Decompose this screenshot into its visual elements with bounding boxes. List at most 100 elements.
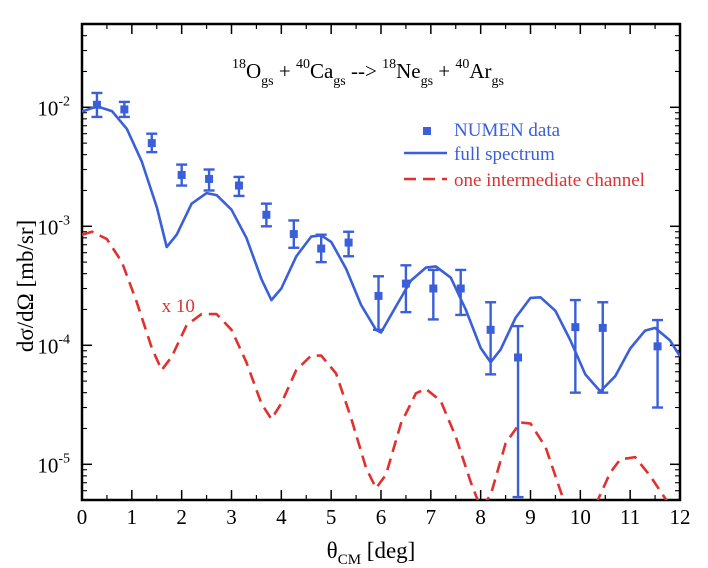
y-tick-label-base: 10 [37,215,58,239]
x-tick-label: 6 [376,505,387,529]
plot-area [80,22,682,502]
x-axis-label-unit: [deg] [361,538,415,563]
data-marker [598,323,607,332]
x-tick-label: 5 [326,505,337,529]
x-tick-label: 10 [570,505,591,529]
y-tick-label: 10-2 [37,94,70,120]
y-tick-label: 10-5 [37,451,70,477]
x-tick-label: 9 [525,505,536,529]
data-point [652,318,664,409]
data-point [512,324,524,499]
title-operator: + [274,59,296,83]
legend-label: full spectrum [454,144,555,165]
data-point [146,132,158,154]
legend-label: NUMEN data [454,120,561,141]
x-axis-label: θCM [deg] [327,538,416,568]
data-marker [374,291,383,300]
title-mass-number: 40 [296,57,310,72]
data-point [91,91,103,119]
title-nucleus: Ca [310,59,334,83]
x-axis-label-subscript: CM [338,552,361,568]
title-state: gs [261,74,273,89]
data-point [455,268,467,317]
x-tick-label: 11 [620,505,640,529]
y-tick-label: 10-4 [37,332,70,358]
x-axis-label-symbol: θ [327,538,338,563]
data-marker [401,279,410,288]
x-tick-label: 0 [77,505,88,529]
y-tick-label-exp: -5 [58,451,70,466]
data-marker [456,284,465,293]
data-marker [262,210,271,219]
scale-factor-annotation: x 10 [162,296,195,317]
legend-label: one intermediate channel [454,170,645,191]
title-nucleus: Ne [396,59,421,83]
x-tick-label: 3 [226,505,237,529]
axis-labels: θCM [deg] dσ/dΩ [mb/sr] [13,220,415,568]
data-marker [120,105,129,114]
title-state: gs [333,74,345,89]
data-marker [429,284,438,293]
data-point [288,219,300,249]
chart-title: 18Ogs​ + 40Cags​ --> 18Negs​ + 40Args​ [232,57,504,89]
full-spectrum-curve [82,105,680,393]
title-mass-number: 40 [455,57,469,72]
y-axis-label: dσ/dΩ [mb/sr] [13,220,38,352]
y-tick-label-base: 10 [37,334,58,358]
chart-title-text: 18Ogs​ + 40Cags​ --> 18Negs​ + 40Args​ [232,57,504,89]
data-marker [177,170,186,179]
data-marker [317,244,326,253]
data-marker [514,353,523,362]
y-tick-label-exp: -3 [58,213,70,228]
data-point [343,230,355,258]
data-marker [147,139,156,148]
title-nucleus: O [246,59,261,83]
title-state: gs [492,74,504,89]
data-point [569,298,581,394]
title-operator: --> [346,59,382,83]
y-tick-label-exp: -4 [58,332,70,347]
data-point [203,168,215,192]
intermediate-channel-curve [82,230,669,500]
data-point [597,301,609,394]
legend-entry: full spectrum [404,144,555,165]
data-marker [653,342,662,351]
legend: NUMEN data full spectrum one intermediate … [404,120,645,191]
data-marker [486,325,495,334]
series [82,91,680,500]
x-tick-label: 2 [176,505,187,529]
y-tick-label-base: 10 [37,453,58,477]
legend-marker-swatch [423,127,431,135]
x-tick-label: 7 [426,505,437,529]
x-tick-label: 12 [670,505,691,529]
data-marker [92,100,101,109]
y-tick-label-exp: -2 [58,94,70,109]
data-point [427,268,439,321]
x-tick-label: 4 [276,505,287,529]
x-tick-label: 8 [475,505,486,529]
legend-entry: NUMEN data [423,120,561,141]
data-point [233,175,245,198]
title-mass-number: 18 [382,57,396,72]
plot-frame [80,22,682,502]
annotations: x 10 [162,296,195,317]
data-marker [234,181,243,190]
title-mass-number: 18 [232,57,246,72]
data-marker [289,230,298,239]
title-nucleus: Ar [469,59,491,83]
data-marker [571,323,580,332]
y-tick-label-base: 10 [37,96,58,120]
data-point [260,202,272,228]
data-point [176,163,188,187]
data-marker [344,238,353,247]
title-operator: + [433,59,455,83]
legend-entry: one intermediate channel [404,170,645,191]
x-tick-label: 1 [127,505,138,529]
data-point [118,100,130,119]
data-marker [205,174,214,183]
y-tick-label: 10-3 [37,213,70,239]
title-state: gs [421,74,433,89]
series-clip-group [82,91,680,500]
